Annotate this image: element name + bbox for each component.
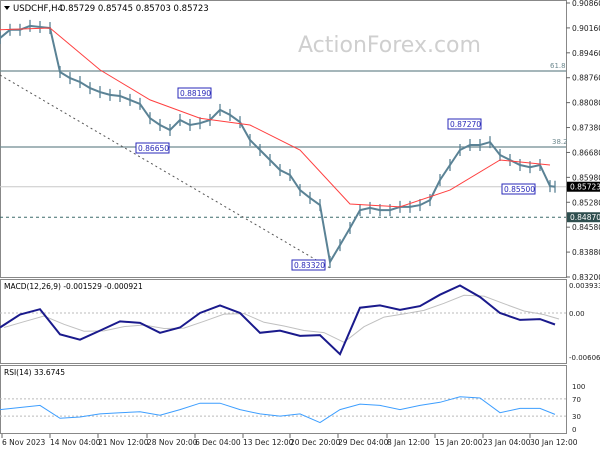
y-tick-label: 0.83200 <box>572 273 600 282</box>
y-tick-label: 0.88760 <box>572 74 600 83</box>
macd-signal-line <box>3 294 560 343</box>
rsi-tick-label: 100 <box>572 383 585 391</box>
y-tick-label: 0.83880 <box>572 248 600 257</box>
support-price-label: 0.84870 <box>570 213 600 222</box>
y-tick-label: 0.90860 <box>572 0 600 8</box>
x-tick-label: 6 Dec 04:00 <box>195 438 241 447</box>
rsi-frame <box>0 365 567 434</box>
ohlc-readout: 0.85729 0.85745 0.85703 0.85723 <box>60 4 209 14</box>
rsi-tick-label: 0 <box>572 426 576 434</box>
x-tick-label: 21 Nov 12:00 <box>98 438 149 447</box>
price-frame <box>0 0 567 278</box>
price-annotation: 0.88190 <box>180 89 211 98</box>
rsi-line <box>0 396 556 424</box>
y-tick-label: 0.85280 <box>572 198 600 207</box>
price-annotation: 0.87270 <box>450 120 481 129</box>
y-tick-label: 0.90160 <box>572 24 600 33</box>
macd-frame <box>0 279 567 364</box>
y-tick-label: 0.86680 <box>572 148 600 157</box>
x-tick-label: 28 Nov 20:00 <box>147 438 198 447</box>
x-tick-label: 30 Jan 12:00 <box>530 438 578 447</box>
price-panel: ActionForex.com USDCHF,H40.85729 0.85745 … <box>0 0 600 282</box>
support-price-box <box>567 212 600 223</box>
price-annotation-box <box>135 142 170 154</box>
price-annotation-box <box>291 259 326 271</box>
rsi-tick-label: 30 <box>572 413 581 421</box>
y-tick-label: 0.87380 <box>572 124 600 133</box>
x-tick-label: 8 Jan 12:00 <box>387 438 430 447</box>
dropdown-triangle-icon <box>4 6 10 10</box>
macd-title: MACD(12,26,9) -0.001529 -0.000921 <box>4 282 143 291</box>
price-annotation-box <box>501 183 536 195</box>
x-tick-label: 14 Nov 04:00 <box>50 438 101 447</box>
x-tick-label: 13 Dec 12:00 <box>243 438 294 447</box>
macd-line <box>0 284 556 356</box>
price-annotation: 0.85500 <box>504 185 535 194</box>
x-tick-label: 20 Dec 20:00 <box>290 438 341 447</box>
price-annotation: 0.86650 <box>138 144 169 153</box>
trendline <box>0 74 331 269</box>
fib-label: 38.2 <box>552 138 568 146</box>
watermark: ActionForex.com <box>298 33 481 58</box>
x-tick-label: 6 Nov 2023 <box>2 438 45 447</box>
y-tick-label: 0.84580 <box>572 223 600 232</box>
y-tick-label: 0.89460 <box>572 49 600 58</box>
x-tick-label: 15 Jan 20:00 <box>435 438 483 447</box>
x-tick-label: 23 Jan 04:00 <box>483 438 531 447</box>
macd-tick-label: 0.00 <box>569 310 585 318</box>
moving-average-line <box>0 27 551 208</box>
rsi-title: RSI(14) 33.6745 <box>4 368 65 377</box>
current-price-box <box>567 181 600 192</box>
price-annotation: 0.83320 <box>294 261 325 270</box>
y-tick-label: 0.88080 <box>572 99 600 108</box>
x-tick-label: 29 Dec 04:00 <box>338 438 389 447</box>
price-line <box>0 24 556 265</box>
fib-label: 61.8 <box>550 62 566 70</box>
macd-panel: MACD(12,26,9) -0.001529 -0.000921 0.00393… <box>0 279 600 364</box>
current-price-label: 0.85723 <box>570 183 600 192</box>
y-tick-label: 0.85980 <box>572 173 600 182</box>
price-annotation-box <box>447 118 482 130</box>
macd-tick-label: -0.006068 <box>569 354 600 362</box>
price-annotation-box <box>177 87 212 99</box>
rsi-tick-label: 70 <box>572 396 581 404</box>
symbol-label: USDCHF,H4 <box>13 4 63 14</box>
rsi-panel: RSI(14) 33.6745 100 70 30 0 <box>0 365 585 434</box>
macd-tick-label: 0.003933 <box>569 282 600 290</box>
